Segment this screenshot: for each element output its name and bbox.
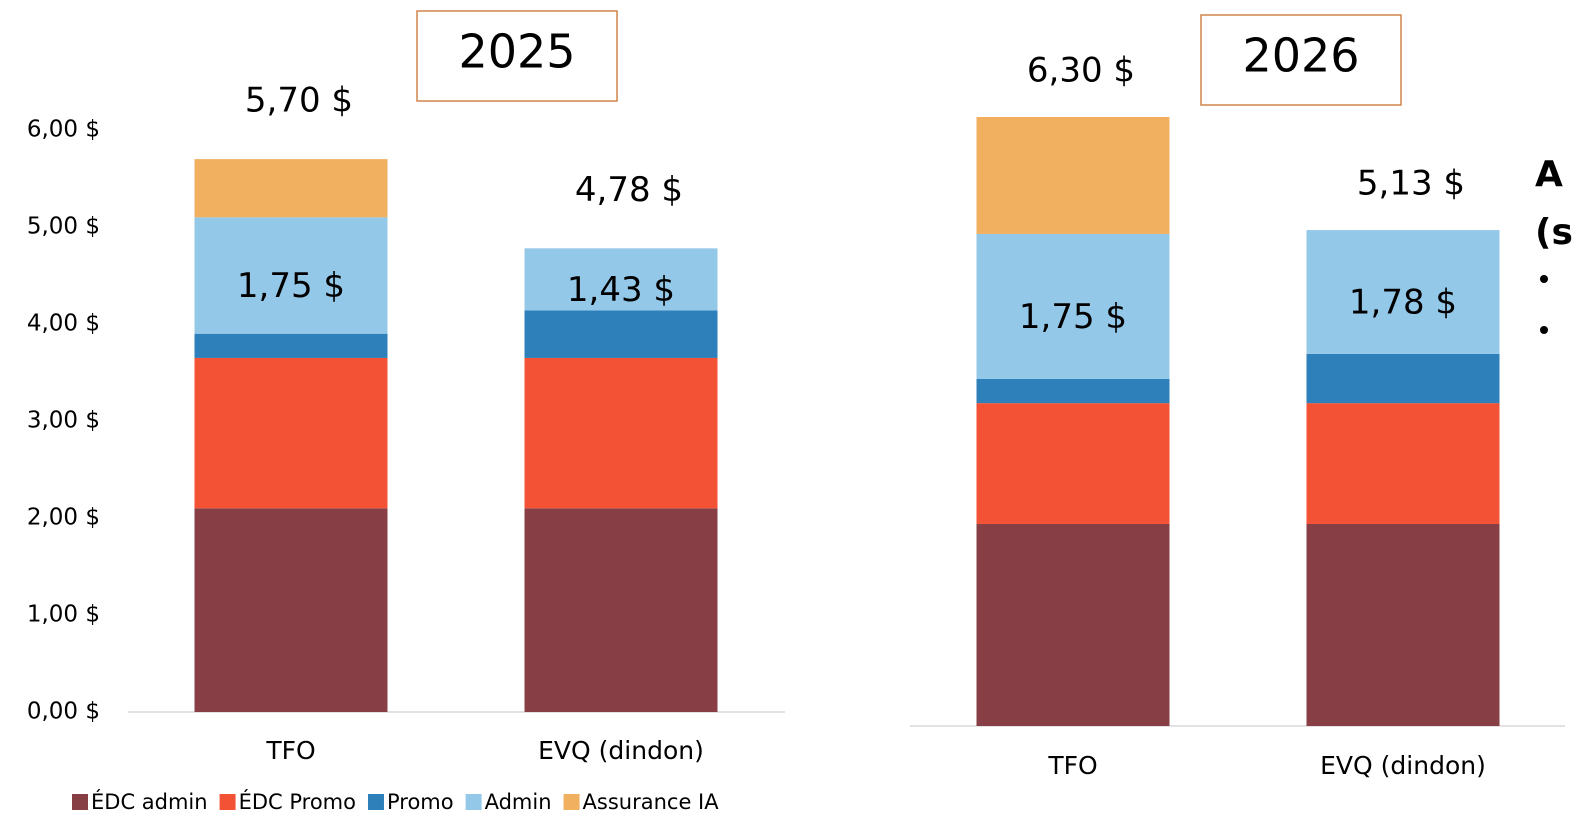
inner-label: 1,75 $ bbox=[237, 266, 345, 306]
bar-segment bbox=[194, 333, 388, 358]
bar-segment bbox=[1306, 353, 1500, 404]
x-tick-label: TFO bbox=[1047, 751, 1097, 780]
legend-swatch bbox=[219, 794, 236, 810]
title-box bbox=[1200, 14, 1402, 106]
legend-swatch bbox=[367, 794, 384, 810]
legend-label: Admin bbox=[485, 790, 552, 814]
chart-title: 2025 bbox=[458, 25, 575, 79]
legend-label: ÉDC admin bbox=[91, 789, 208, 814]
inner-label: 1,43 $ bbox=[567, 270, 675, 310]
legend-label: ÉDC Promo bbox=[239, 789, 356, 814]
bar-segment bbox=[1306, 230, 1500, 354]
bar-segment bbox=[1306, 403, 1500, 524]
legend-swatch bbox=[72, 794, 88, 810]
bar-segment bbox=[976, 117, 1170, 234]
y-tick-label: 0,00 $ bbox=[27, 699, 100, 725]
y-tick-label: 2,00 $ bbox=[27, 505, 100, 531]
total-label: 4,78 $ bbox=[575, 170, 683, 210]
inner-label: 1,75 $ bbox=[1019, 297, 1127, 337]
bar-segment bbox=[976, 523, 1170, 726]
bar-segment bbox=[194, 159, 388, 218]
bar-segment bbox=[524, 508, 718, 712]
inner-label: 1,78 $ bbox=[1349, 282, 1457, 322]
chart-title: 2026 bbox=[1242, 29, 1359, 83]
bar-segment bbox=[976, 378, 1170, 404]
bar-segment bbox=[524, 357, 718, 509]
bar-segment bbox=[194, 508, 388, 712]
side-text: (s bbox=[1535, 212, 1573, 253]
y-tick-label: 5,00 $ bbox=[27, 214, 100, 240]
bar-segment bbox=[194, 217, 388, 334]
y-tick-label: 6,00 $ bbox=[27, 117, 100, 143]
bar-segment bbox=[1306, 523, 1500, 726]
legend-swatch bbox=[465, 794, 482, 810]
x-tick-label: EVQ (dindon) bbox=[538, 736, 704, 765]
legend-label: Promo bbox=[387, 790, 454, 814]
title-box bbox=[416, 10, 618, 102]
total-label: 5,13 $ bbox=[1357, 164, 1465, 204]
y-tick-label: 1,00 $ bbox=[27, 602, 100, 628]
legend-swatch bbox=[563, 794, 580, 810]
bar-segment bbox=[194, 357, 388, 509]
bar-segment bbox=[976, 233, 1170, 379]
bullet bbox=[1540, 326, 1548, 334]
bullet bbox=[1540, 275, 1548, 283]
legend-label: Assurance IA bbox=[583, 790, 720, 814]
bar-segment bbox=[524, 310, 718, 358]
total-label: 5,70 $ bbox=[245, 81, 353, 121]
y-tick-label: 3,00 $ bbox=[27, 408, 100, 434]
total-label: 6,30 $ bbox=[1027, 51, 1135, 91]
side-text: A bbox=[1535, 154, 1563, 195]
bar-segment bbox=[976, 403, 1170, 524]
y-tick-label: 4,00 $ bbox=[27, 311, 100, 337]
x-tick-label: TFO bbox=[265, 736, 315, 765]
x-tick-label: EVQ (dindon) bbox=[1320, 751, 1486, 780]
bar-segment bbox=[524, 248, 718, 311]
